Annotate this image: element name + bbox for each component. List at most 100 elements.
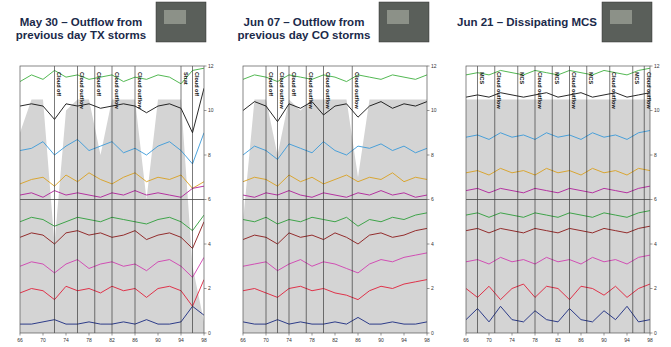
x-tick-label: 70 — [486, 337, 492, 343]
page: {"chart_data": [ {"type": "line", "title… — [0, 0, 671, 347]
x-tick-label: 90 — [155, 337, 161, 343]
x-tick — [512, 333, 513, 336]
series-line — [466, 226, 650, 233]
y-tick — [650, 155, 653, 156]
x-tick — [158, 333, 159, 336]
y-tick-label: 12 — [431, 63, 437, 69]
y-tick — [204, 244, 207, 245]
y-tick-label: 4 — [654, 241, 657, 247]
event-label: Cloud outflow — [308, 72, 314, 109]
y-tick-label: 10 — [431, 107, 437, 113]
event-label: Cloud outflow — [279, 72, 285, 109]
series-line — [466, 168, 650, 175]
x-tick-label: 82 — [332, 337, 338, 343]
plot-frame — [20, 66, 204, 333]
y-tick-label: 12 — [654, 63, 660, 69]
x-tick-label: 78 — [86, 337, 92, 343]
y-tick-label: 8 — [208, 152, 211, 158]
event-label: Cloud off — [194, 72, 200, 96]
panel-title: Jun 21 – Dissipating MCS — [452, 16, 602, 29]
x-tick — [535, 333, 536, 336]
y-tick — [204, 155, 207, 156]
y-tick — [204, 288, 207, 289]
series-line — [466, 284, 650, 300]
figure: Cloud off Cloud outflow Cloud off Cloud out… — [0, 0, 671, 347]
y-tick — [650, 110, 653, 111]
series-line — [466, 211, 650, 218]
x-tick-label: 98 — [647, 337, 653, 343]
series-line — [243, 102, 427, 122]
x-tick — [312, 333, 313, 336]
x-tick — [181, 333, 182, 336]
thumbnail — [602, 2, 652, 42]
y-tick — [427, 155, 430, 156]
stack-divider — [20, 199, 204, 200]
series-line — [243, 253, 427, 273]
x-tick-label: 74 — [509, 337, 515, 343]
x-tick-label: 78 — [532, 337, 538, 343]
y-tick — [204, 199, 207, 200]
event-label: MCS — [519, 72, 525, 85]
y-tick-label: 2 — [208, 285, 211, 291]
x-tick-label: 66 — [240, 337, 246, 343]
event-label: Cloud off — [268, 72, 274, 96]
x-tick-label: 98 — [201, 337, 207, 343]
y-tick — [427, 333, 430, 334]
y-tick-label: 0 — [208, 330, 211, 336]
event-label: Cloud outflow — [325, 72, 331, 109]
y-tick-label: 4 — [208, 241, 211, 247]
y-tick-label: 0 — [654, 330, 657, 336]
x-tick-label: 82 — [109, 337, 115, 343]
y-tick-label: 8 — [431, 152, 434, 158]
series-line — [243, 191, 427, 198]
thumbnail-detail — [164, 10, 186, 24]
x-tick-label: 66 — [17, 337, 23, 343]
y-tick — [204, 66, 207, 67]
x-tick — [66, 333, 67, 336]
stack-divider — [466, 199, 650, 200]
x-tick — [135, 333, 136, 336]
event-label: Cloud outflow — [137, 72, 143, 109]
thumbnail-detail — [387, 10, 409, 24]
event-label: Cloud off — [291, 72, 297, 96]
y-tick — [427, 199, 430, 200]
event-label: Cloud off — [96, 72, 102, 96]
event-label: Cloud off — [56, 72, 62, 96]
series-line — [466, 255, 650, 264]
event-label: Cloud outflow — [646, 72, 652, 109]
event-label: Cloud outflow — [611, 72, 617, 109]
x-tick-label: 94 — [178, 337, 184, 343]
y-tick — [650, 244, 653, 245]
x-tick-label: 74 — [286, 337, 292, 343]
x-tick — [489, 333, 490, 336]
x-tick — [243, 333, 244, 336]
data-group — [20, 66, 204, 333]
thumbnail — [379, 2, 429, 42]
x-tick-label: 70 — [263, 337, 269, 343]
x-tick — [650, 333, 651, 336]
stack-divider — [243, 199, 427, 200]
plot-background — [20, 66, 204, 333]
event-label: Cloud outflow — [537, 72, 543, 109]
y-tick — [427, 288, 430, 289]
event-label: Cloud outflow — [571, 72, 577, 109]
x-tick — [289, 333, 290, 336]
panel-title: Jun 07 – Outflow from previous day CO st… — [229, 16, 379, 42]
y-tick-label: 0 — [431, 330, 434, 336]
y-tick-label: 2 — [654, 285, 657, 291]
x-tick-label: 86 — [578, 337, 584, 343]
event-label: MCS — [588, 72, 594, 85]
y-tick-label: 8 — [654, 152, 657, 158]
x-tick — [627, 333, 628, 336]
x-tick — [381, 333, 382, 336]
series-line — [243, 280, 427, 300]
y-tick-label: 6 — [654, 196, 657, 202]
y-tick — [427, 110, 430, 111]
x-tick-label: 94 — [624, 337, 630, 343]
y-tick-label: 6 — [208, 196, 211, 202]
plot-background — [466, 66, 650, 333]
x-tick — [20, 333, 21, 336]
series-line — [243, 228, 427, 244]
panel-title: May 30 – Outflow from previous day TX st… — [6, 16, 156, 42]
thumbnail — [156, 2, 206, 42]
